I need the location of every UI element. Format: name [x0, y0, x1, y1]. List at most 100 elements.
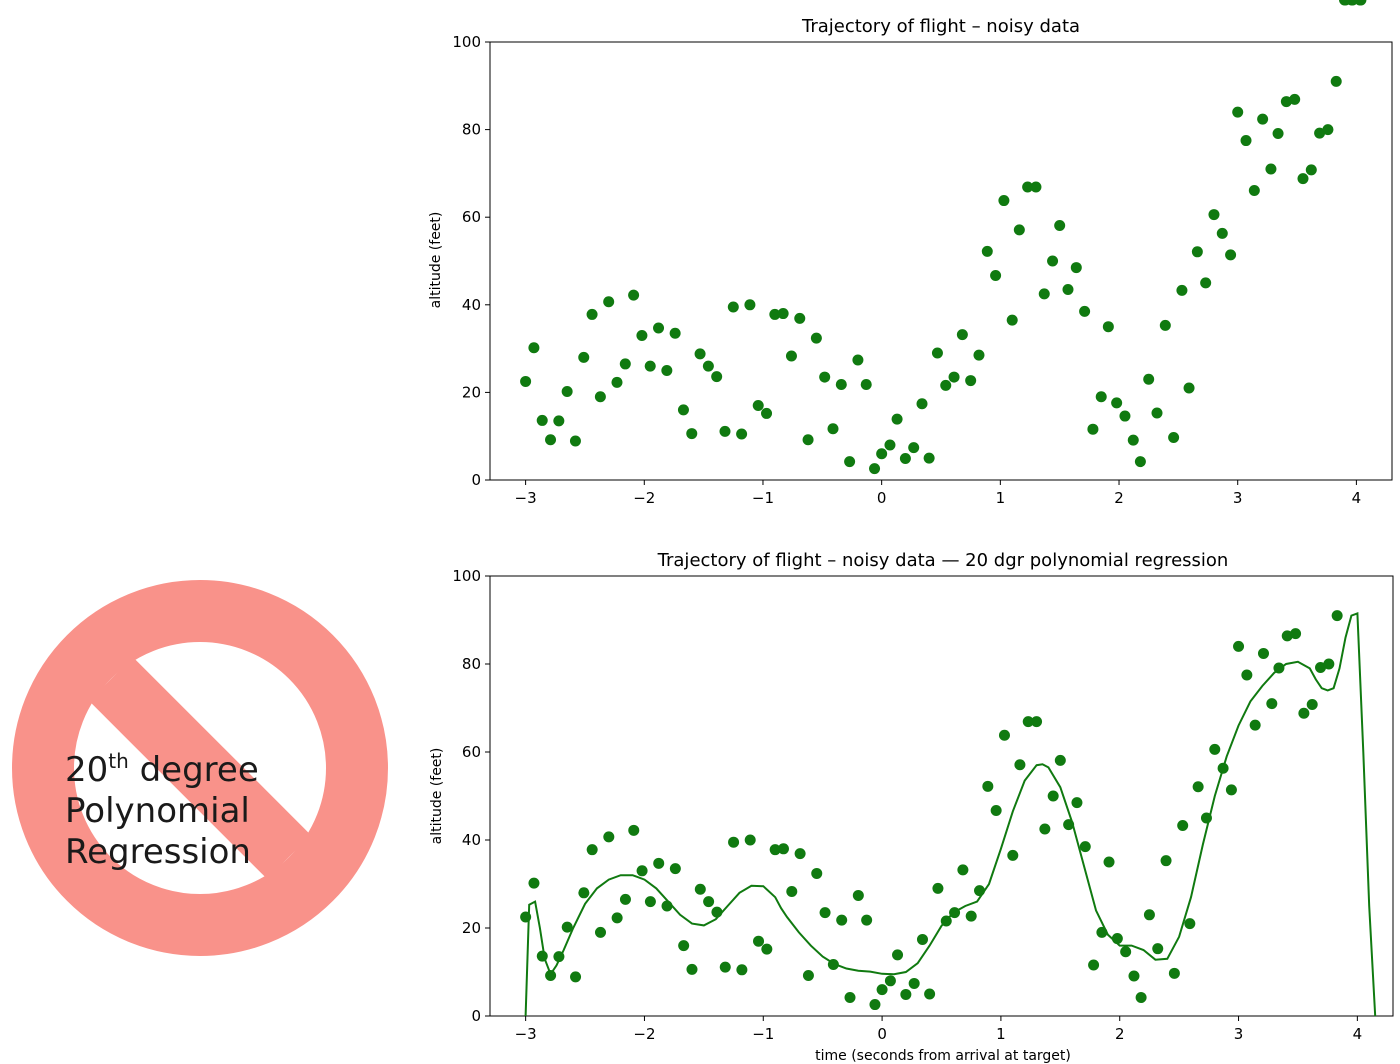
- data-point: [1305, 164, 1317, 176]
- data-point: [703, 896, 715, 908]
- data-point: [1054, 220, 1066, 232]
- data-point: [998, 729, 1010, 741]
- data-point: [653, 322, 665, 334]
- data-point: [1257, 113, 1269, 125]
- data-point: [1062, 283, 1074, 295]
- data-point: [1183, 382, 1195, 394]
- data-point: [1176, 284, 1188, 296]
- data-point: [819, 371, 831, 383]
- chart-bottom-frame: [489, 575, 1394, 1017]
- data-point: [769, 308, 781, 320]
- data-point: [1143, 373, 1155, 385]
- data-point: [1006, 314, 1018, 326]
- data-point: [990, 269, 1002, 281]
- data-point: [1088, 959, 1100, 971]
- chart-bottom-xlabel: time (seconds from arrival at target): [815, 1048, 1071, 1064]
- sign-label-line-1-number: 20: [65, 750, 108, 790]
- data-point: [1184, 918, 1196, 930]
- data-point: [1087, 423, 1099, 435]
- data-point: [1079, 305, 1091, 317]
- sign-label-line-3: Regression: [65, 832, 251, 872]
- data-point: [761, 943, 773, 955]
- y-tick-label: 20: [462, 919, 481, 937]
- x-tick-label: −2: [633, 1025, 655, 1043]
- data-point: [1314, 127, 1326, 139]
- data-point: [827, 423, 839, 435]
- chart-bottom: Trajectory of flight – noisy data — 20 d…: [429, 0, 1394, 1064]
- data-point: [736, 964, 748, 976]
- data-point: [1022, 716, 1034, 728]
- data-point: [891, 413, 903, 425]
- data-point: [611, 376, 623, 388]
- data-point: [876, 984, 888, 996]
- x-tick-label: −1: [752, 1025, 774, 1043]
- chart-top-title: Trajectory of flight – noisy data: [801, 16, 1080, 37]
- data-point: [869, 463, 881, 475]
- data-point: [677, 404, 689, 416]
- data-point: [1152, 943, 1164, 955]
- data-point: [1208, 209, 1220, 221]
- prohibition-sign-slash: [89, 657, 311, 879]
- data-point: [1160, 855, 1172, 867]
- data-point: [619, 893, 631, 905]
- data-point: [594, 391, 606, 403]
- data-point: [545, 434, 557, 446]
- data-point: [1233, 640, 1245, 652]
- data-point: [844, 992, 856, 1004]
- chart-bottom-title: Trajectory of flight – noisy data — 20 d…: [657, 550, 1229, 571]
- data-point: [899, 453, 911, 465]
- data-point: [1014, 759, 1026, 771]
- data-point: [1079, 841, 1091, 853]
- data-point: [1134, 456, 1146, 468]
- data-point: [644, 896, 656, 908]
- data-point: [777, 308, 789, 320]
- chart-top: Trajectory of flight – noisy data altitu…: [428, 0, 1393, 507]
- data-point: [794, 312, 806, 324]
- data-point: [786, 885, 798, 897]
- data-point: [1266, 698, 1278, 710]
- data-point: [628, 824, 640, 836]
- data-point: [1248, 184, 1260, 196]
- data-point: [570, 971, 582, 983]
- data-point: [1289, 93, 1301, 105]
- data-point: [884, 439, 896, 451]
- y-tick-label: 0: [471, 1007, 481, 1025]
- data-point: [785, 350, 797, 362]
- data-point: [644, 360, 656, 372]
- data-point: [1102, 321, 1114, 333]
- data-point: [1272, 128, 1284, 140]
- data-point: [1240, 135, 1252, 147]
- data-point: [802, 970, 814, 982]
- data-point: [678, 940, 690, 952]
- data-point: [669, 863, 681, 875]
- x-tick-label: 3: [1234, 1025, 1244, 1043]
- data-point: [1038, 288, 1050, 300]
- data-point: [603, 831, 615, 843]
- chart-bottom-ylabel: altitude (feet): [429, 748, 445, 845]
- data-point: [998, 195, 1010, 207]
- data-point: [761, 407, 773, 419]
- data-point: [1119, 410, 1131, 422]
- x-tick-label: 0: [877, 489, 887, 507]
- data-point: [636, 329, 648, 341]
- data-point: [1192, 781, 1204, 793]
- data-point: [661, 365, 673, 376]
- data-point: [924, 988, 936, 1000]
- data-point: [1281, 630, 1293, 642]
- x-tick-label: 1: [996, 1025, 1006, 1043]
- data-point: [1200, 277, 1212, 289]
- data-point: [1297, 173, 1309, 185]
- data-point: [628, 289, 640, 301]
- data-point: [1280, 96, 1292, 108]
- y-tick-label: 80: [462, 655, 481, 673]
- y-tick-label: 60: [462, 208, 481, 226]
- sign-label-line-1-superscript: th: [108, 749, 129, 773]
- data-point: [908, 977, 920, 989]
- data-point: [1347, 0, 1359, 6]
- y-tick-label: 40: [462, 831, 481, 849]
- chart-top-points: [520, 0, 1366, 475]
- y-tick-label: 100: [452, 567, 481, 585]
- data-point: [1168, 967, 1180, 979]
- data-point: [794, 848, 806, 860]
